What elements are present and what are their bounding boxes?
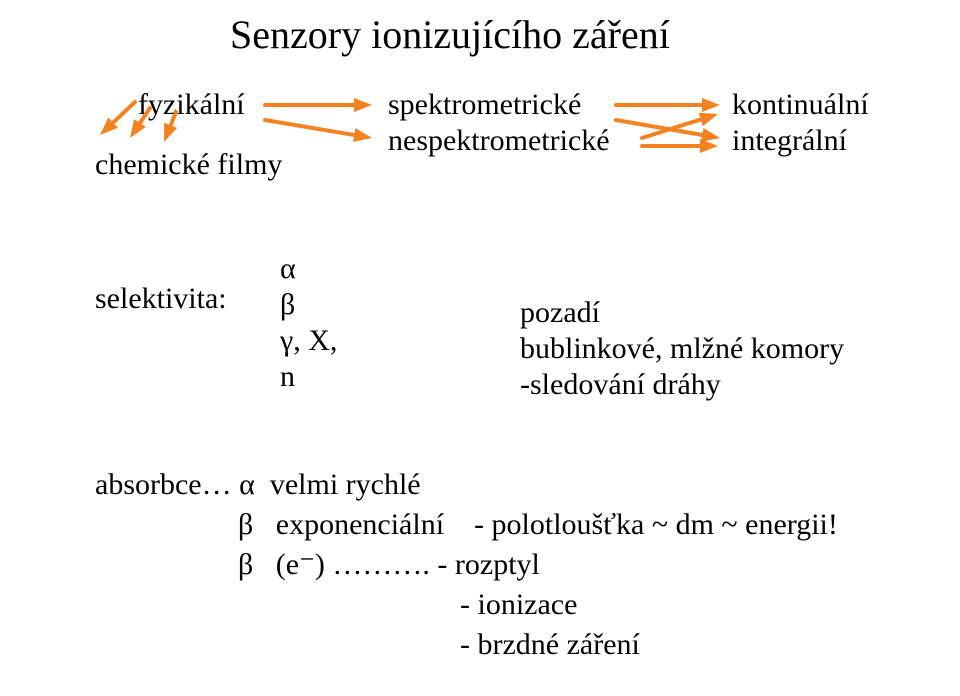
arrow-spek-integr-head xyxy=(701,128,720,142)
label-n: n xyxy=(280,360,295,395)
label-brzdne: - brzdné záření xyxy=(460,628,640,663)
label-nespektro: nespektrometrické xyxy=(388,124,610,159)
arrow-nesp-kontin-head xyxy=(699,113,718,126)
label-kontin: kontinuální xyxy=(732,88,869,123)
label-alpha: α xyxy=(280,252,296,287)
arrow-fyz-alpha-head xyxy=(100,118,118,135)
label-abs-beta: β exponenciální - polotloušťka ~ dm ~ en… xyxy=(238,508,838,543)
page-title: Senzory ionizujícího záření xyxy=(230,12,670,58)
label-fyzikalni: fyzikální xyxy=(138,88,245,123)
arrow-nesp-integr-head xyxy=(700,139,718,153)
label-sled: -sledování dráhy xyxy=(520,368,721,403)
arrow-fyz-nespektro xyxy=(265,120,356,135)
arrow-fyz-chem-head xyxy=(164,123,177,142)
arrow-fyz-nespektro-head xyxy=(353,128,372,142)
arrow-spek-kontin-head xyxy=(702,98,720,112)
arrow-fyz-spektro-head xyxy=(354,98,372,112)
arrow-fyz-alpha xyxy=(112,102,135,124)
label-abs-beta2: β (e⁻) ………. - rozptyl xyxy=(238,548,540,583)
label-pozadi: pozadí xyxy=(520,296,600,331)
label-chemicke: chemické filmy xyxy=(95,148,282,183)
diagram-stage: Senzory ionizujícího záření fyzikální ch… xyxy=(0,0,960,696)
label-selektivita: selektivita: xyxy=(95,282,227,317)
label-absorbce: absorbce… α velmi rychlé xyxy=(95,468,421,503)
label-spektro: spektrometrické xyxy=(388,88,581,123)
arrow-spek-integr xyxy=(616,120,704,135)
label-gammaX: γ, X, xyxy=(280,324,337,359)
label-ionizace: - ionizace xyxy=(460,588,577,623)
label-beta: β xyxy=(280,288,295,323)
label-integr: integrální xyxy=(732,124,847,159)
label-bubl: bublinkové, mlžné komory xyxy=(520,332,844,367)
arrow-nesp-kontin xyxy=(642,119,703,138)
